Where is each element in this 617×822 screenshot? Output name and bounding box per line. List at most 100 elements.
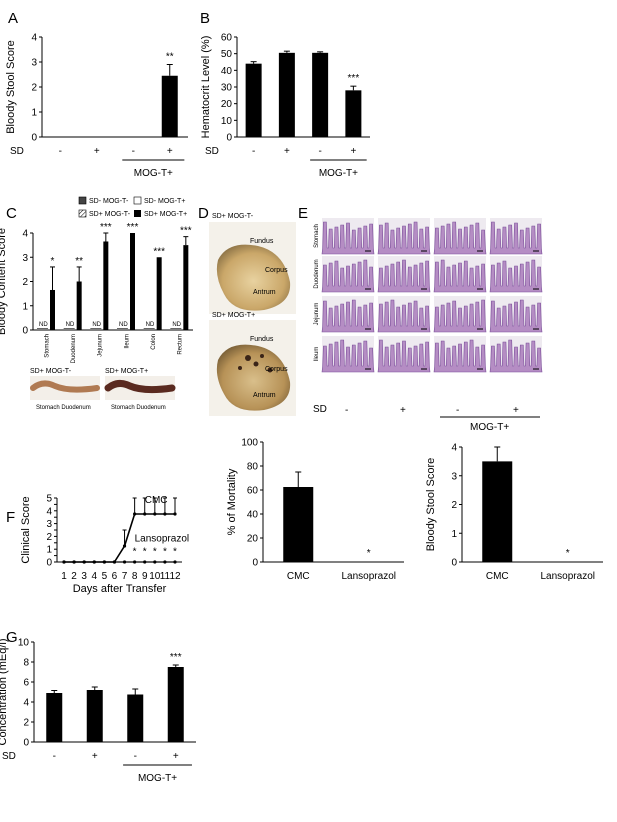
significance-mark: *** [180, 226, 192, 237]
villi-shape [377, 259, 431, 293]
category-label: - [59, 146, 62, 157]
data-point [153, 560, 157, 564]
category-label: + [167, 146, 173, 157]
hematocrit-chart: 0 10 20 30 40 50 60 Hematocrit Level (%) - + - *** +… [200, 33, 370, 179]
column-label: + [513, 405, 519, 416]
y-axis-label: Concentration (mEq/l) [0, 639, 9, 746]
significance-mark: * [143, 546, 147, 557]
intestine-shape [30, 380, 100, 393]
stomach-shape [216, 344, 291, 411]
category-label: Lansoprazol [342, 571, 396, 582]
x-tick-label: 8 [132, 571, 138, 582]
bar [86, 690, 103, 742]
group-label: MOG-T+ [134, 168, 173, 179]
significance-mark: *** [100, 222, 112, 233]
y-axis-label: Bloody Stool Score [5, 40, 17, 134]
legend-label: SD+ MOG-T- [89, 211, 131, 218]
y-tick-label: 4 [22, 229, 28, 240]
y-tick-label: 3 [451, 471, 457, 482]
category-label: + [350, 146, 356, 157]
nd-label: ND [92, 322, 101, 328]
bar [183, 245, 189, 330]
y-tick-label: 2 [451, 500, 457, 511]
y-tick-label: 10 [221, 116, 233, 127]
bar [46, 693, 63, 742]
bar [312, 52, 329, 138]
mortality-chart: 0 20 40 60 80 100 % of Mortality CMC * Lansoprazo… [226, 438, 404, 582]
panel-c-legend: SD- MOG-T- SD- MOG-T+ SD+ MOG-T- SD+ MOG… [78, 196, 187, 218]
y-tick-label: 4 [31, 33, 37, 44]
series-label-cmc: CMC [145, 495, 168, 506]
y-tick-label: 5 [46, 494, 52, 505]
x-tick-label: 12 [169, 571, 181, 582]
stomach-label: Fundus [250, 238, 274, 245]
group-label: MOG-T+ [470, 422, 509, 433]
significance-mark: * [153, 546, 157, 557]
significance-mark: * [173, 546, 177, 557]
y-tick-label: 60 [247, 486, 259, 497]
stomach-image-title: SD+ MOG-T+ [212, 312, 255, 319]
significance-mark: * [163, 546, 167, 557]
bar [76, 281, 82, 330]
column-label: - [456, 405, 459, 416]
y-tick-label: 1 [451, 529, 457, 540]
data-point [122, 560, 127, 564]
row-label: Ileum [314, 347, 320, 362]
data-point [173, 512, 177, 516]
category-label: - [53, 751, 56, 762]
category-label: - [252, 146, 255, 157]
category-label: Ileum [124, 334, 130, 349]
x-tick-label: 1 [61, 571, 67, 582]
significance-mark: ** [166, 52, 174, 63]
legend-swatch-hatch [78, 209, 87, 218]
category-label: + [94, 146, 100, 157]
legend-label: SD+ MOG-T+ [144, 211, 187, 218]
bar [127, 694, 144, 742]
villi-shape [321, 299, 375, 333]
y-tick-label: 10 [18, 638, 30, 649]
villi-shape [489, 259, 543, 293]
data-point [143, 512, 147, 516]
nd-label: ND [172, 322, 181, 328]
category-label: + [284, 146, 290, 157]
y-axis-label: Bloody Stool Score [425, 458, 437, 552]
category-label: + [92, 751, 98, 762]
column-label: + [400, 405, 406, 416]
villi-shape [377, 339, 431, 373]
x-tick-label: 9 [142, 571, 148, 582]
y-tick-label: 4 [451, 443, 457, 454]
significance-mark: *** [127, 222, 139, 233]
category-label: - [318, 146, 321, 157]
category-label: - [132, 146, 135, 157]
y-tick-label: 3 [22, 253, 28, 264]
bar [345, 90, 362, 137]
villi-shape [489, 339, 543, 373]
group-label: MOG-T+ [138, 773, 177, 784]
y-axis-label: Clinical Score [20, 496, 32, 563]
column-label: - [345, 405, 348, 416]
data-point [163, 560, 167, 564]
category-label: - [134, 751, 137, 762]
significance-mark: * [51, 256, 55, 267]
y-tick-label: 40 [221, 66, 233, 77]
category-label: + [173, 751, 179, 762]
bloody-stool-chart: 0 1 2 3 4 Bloody Stool Score - + - ** + SD MOG-T+ [5, 33, 188, 179]
panel-label-e: E [298, 205, 308, 222]
y-tick-label: 3 [46, 519, 52, 530]
bar [103, 241, 109, 330]
x-tick-label: 10 [149, 571, 161, 582]
stomach-label: Antrum [253, 392, 276, 399]
villi-shape [433, 259, 487, 293]
concentration-chart: 0 2 4 6 8 10 Concentration (mEq/l) - + - *** + SD MOG… [0, 638, 196, 784]
y-tick-label: 1 [31, 108, 37, 119]
y-tick-label: 2 [46, 532, 52, 543]
y-axis-label: Hematocrit Level (%) [200, 36, 212, 139]
y-tick-label: 2 [31, 83, 37, 94]
y-tick-label: 60 [221, 33, 233, 44]
y-tick-label: 20 [247, 534, 259, 545]
villi-shape [321, 339, 375, 373]
bar [245, 63, 262, 137]
row-label: Stomach [314, 224, 320, 248]
row-label-sd: SD [2, 751, 16, 762]
villi-shape [489, 221, 543, 255]
